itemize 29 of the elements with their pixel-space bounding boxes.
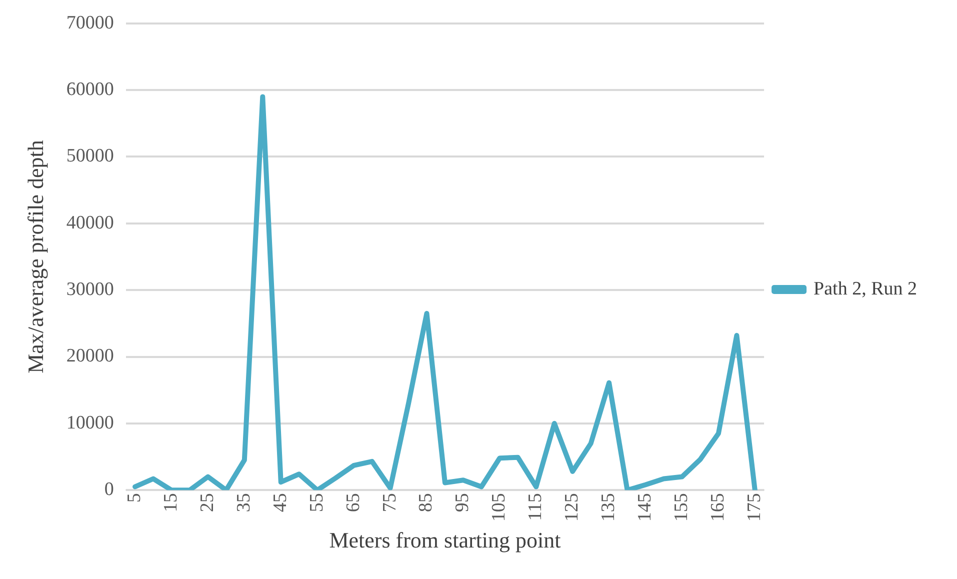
x-tick-label: 15 bbox=[160, 493, 182, 512]
x-tick-label: 155 bbox=[670, 493, 692, 522]
x-tick-label: 145 bbox=[634, 493, 656, 522]
y-tick-label: 70000 bbox=[66, 12, 114, 34]
x-tick-label: 115 bbox=[525, 493, 546, 521]
x-tick-label: 175 bbox=[744, 493, 765, 522]
x-tick-label: 25 bbox=[196, 493, 218, 512]
y-axis-title: Max/average profile depth bbox=[22, 140, 48, 374]
x-tick-label: 35 bbox=[233, 493, 254, 512]
y-tick-label: 10000 bbox=[66, 412, 114, 434]
x-tick-label: 75 bbox=[379, 493, 400, 512]
x-tick-label: 135 bbox=[598, 493, 620, 522]
x-axis-title: Meters from starting point bbox=[329, 528, 561, 553]
y-tick-label: 20000 bbox=[66, 346, 114, 367]
y-tick-label: 30000 bbox=[66, 279, 114, 300]
x-tick-label: 65 bbox=[342, 493, 364, 512]
y-tick-label: 50000 bbox=[66, 146, 114, 167]
x-tick-label: 105 bbox=[488, 493, 510, 522]
x-tick-label: 85 bbox=[416, 493, 437, 512]
x-tick-label: 165 bbox=[707, 493, 728, 522]
x-tick-label: 45 bbox=[270, 493, 291, 512]
x-tick-label: 55 bbox=[306, 493, 328, 512]
x-tick-label: 95 bbox=[452, 493, 474, 512]
y-tick-label: 40000 bbox=[66, 212, 114, 234]
legend-label: Path 2, Run 2 bbox=[814, 278, 917, 300]
y-tick-label: 0 bbox=[104, 479, 114, 500]
x-tick-label: 125 bbox=[562, 493, 583, 522]
y-tick-label: 60000 bbox=[66, 79, 114, 100]
x-tick-label: 5 bbox=[124, 493, 145, 503]
